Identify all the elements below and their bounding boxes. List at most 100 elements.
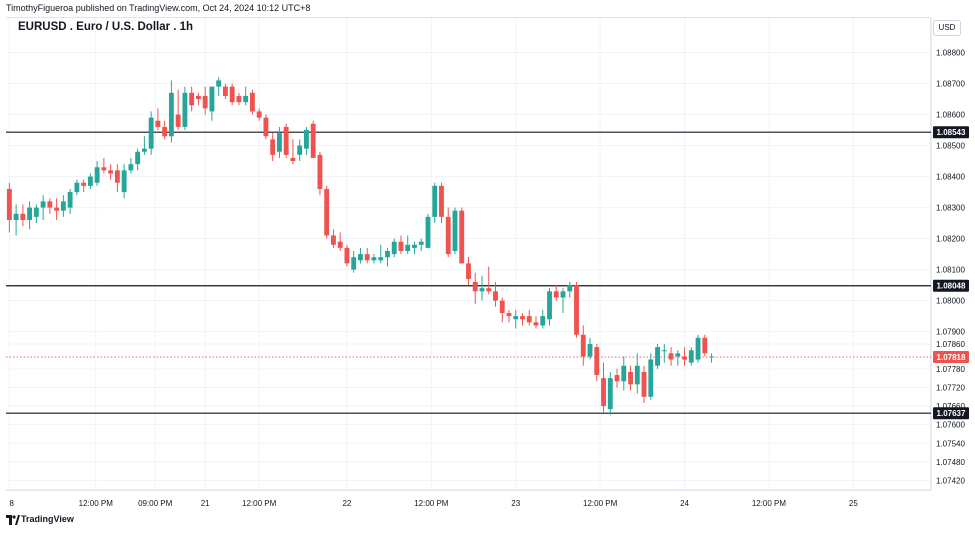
x-tick-label: 12:00 PM [583,499,618,508]
bear-candle [668,353,674,360]
bear-candle [270,139,276,155]
bear-candle [364,254,370,261]
bear-candle [601,378,606,407]
bear-candle [81,182,87,186]
bull-candle [60,201,66,211]
bull-candle [378,257,384,261]
level-price-label: 1.07637 [937,409,966,418]
bull-candle [425,216,431,248]
bull-candle [94,167,100,183]
bear-candle [256,111,262,118]
bear-candle [472,282,478,292]
bear-candle [189,92,195,106]
bull-candle [661,350,667,352]
bull-candle [412,244,417,248]
bull-candle [695,337,701,360]
bull-candle [87,176,93,186]
chart-frame [6,17,931,491]
bear-candle [580,334,586,357]
bull-candle [297,145,303,155]
bull-candle [121,170,127,193]
bear-candle [114,170,120,183]
bull-candle [128,164,134,171]
bull-candle [560,291,566,298]
bull-candle [418,241,424,245]
y-tick-label: 1.07900 [936,328,965,337]
tradingview-brand: TradingView [21,514,74,524]
bull-candle [675,353,681,357]
bull-candle [168,92,174,137]
bear-candle [101,167,107,171]
y-tick-label: 1.08500 [936,142,965,151]
bull-candle [391,241,397,255]
bear-candle [222,86,228,96]
bull-candle [621,365,627,382]
bull-candle [479,288,485,292]
bear-candle [290,157,296,162]
bear-candle [6,188,12,220]
bull-candle [358,254,363,261]
current-price-tag [933,351,969,364]
bear-candle [682,356,687,360]
bear-candle [263,117,269,137]
bull-candle [385,250,390,258]
bear-candle [236,95,242,103]
currency-button[interactable]: USD [933,20,961,36]
bull-candle [648,359,654,397]
level-price-tag [933,407,969,420]
bear-candle [459,210,465,264]
x-tick-label: 12:00 PM [79,499,114,508]
bear-candle [283,126,289,155]
bull-candle [547,291,552,320]
bear-candle [317,154,323,189]
bear-candle [324,188,330,236]
level-price-label: 1.08048 [937,282,966,291]
bear-candle [574,285,579,335]
x-tick-label: 12:00 PM [752,499,787,508]
bear-candle [486,288,492,292]
bull-candle [304,130,309,149]
x-tick-label: 12:00 PM [414,499,449,508]
x-tick-label: 21 [201,499,210,508]
x-tick-label: 12:00 PM [242,499,277,508]
bull-candle [351,257,357,270]
bear-candle [641,371,647,397]
x-tick-label: 24 [680,499,689,508]
bear-candle [108,170,114,174]
y-tick-label: 1.08800 [936,49,965,58]
bull-candle [243,95,249,103]
bull-candle [33,207,39,217]
bear-candle [499,300,505,314]
y-tick-label: 1.07860 [936,340,965,349]
y-tick-label: 1.07480 [936,458,965,467]
published-info: TimothyFigueroa published on TradingView… [6,3,311,13]
bear-candle [533,322,539,326]
x-tick-label: 23 [511,499,520,508]
y-tick-label: 1.07420 [936,476,965,485]
bear-candle [195,95,201,100]
bear-candle [249,92,255,112]
bull-candle [216,80,222,87]
bear-candle [506,313,512,317]
y-tick-label: 1.08300 [936,204,965,213]
bull-candle [74,182,80,193]
bull-candle [182,92,188,127]
x-tick-label: 25 [849,499,858,508]
level-price-label: 1.08543 [937,128,966,137]
bear-candle [337,241,343,248]
bear-candle [439,185,444,217]
y-tick-label: 1.08100 [936,266,965,275]
bull-candle [135,151,141,165]
tradingview-logo-icon [6,515,20,525]
bear-candle [398,241,404,251]
bear-candle [594,347,600,376]
y-tick-label: 1.08600 [936,111,965,120]
bull-candle [277,133,282,152]
publish-bar: TimothyFigueroa published on TradingView… [0,0,975,16]
symbol-title: EURUSD . Euro / U.S. Dollar . 1h [18,21,194,33]
bear-candle [702,337,708,354]
y-tick-label: 1.07660 [936,402,965,411]
x-tick-label: 8 [9,499,14,508]
bear-candle [162,126,168,137]
